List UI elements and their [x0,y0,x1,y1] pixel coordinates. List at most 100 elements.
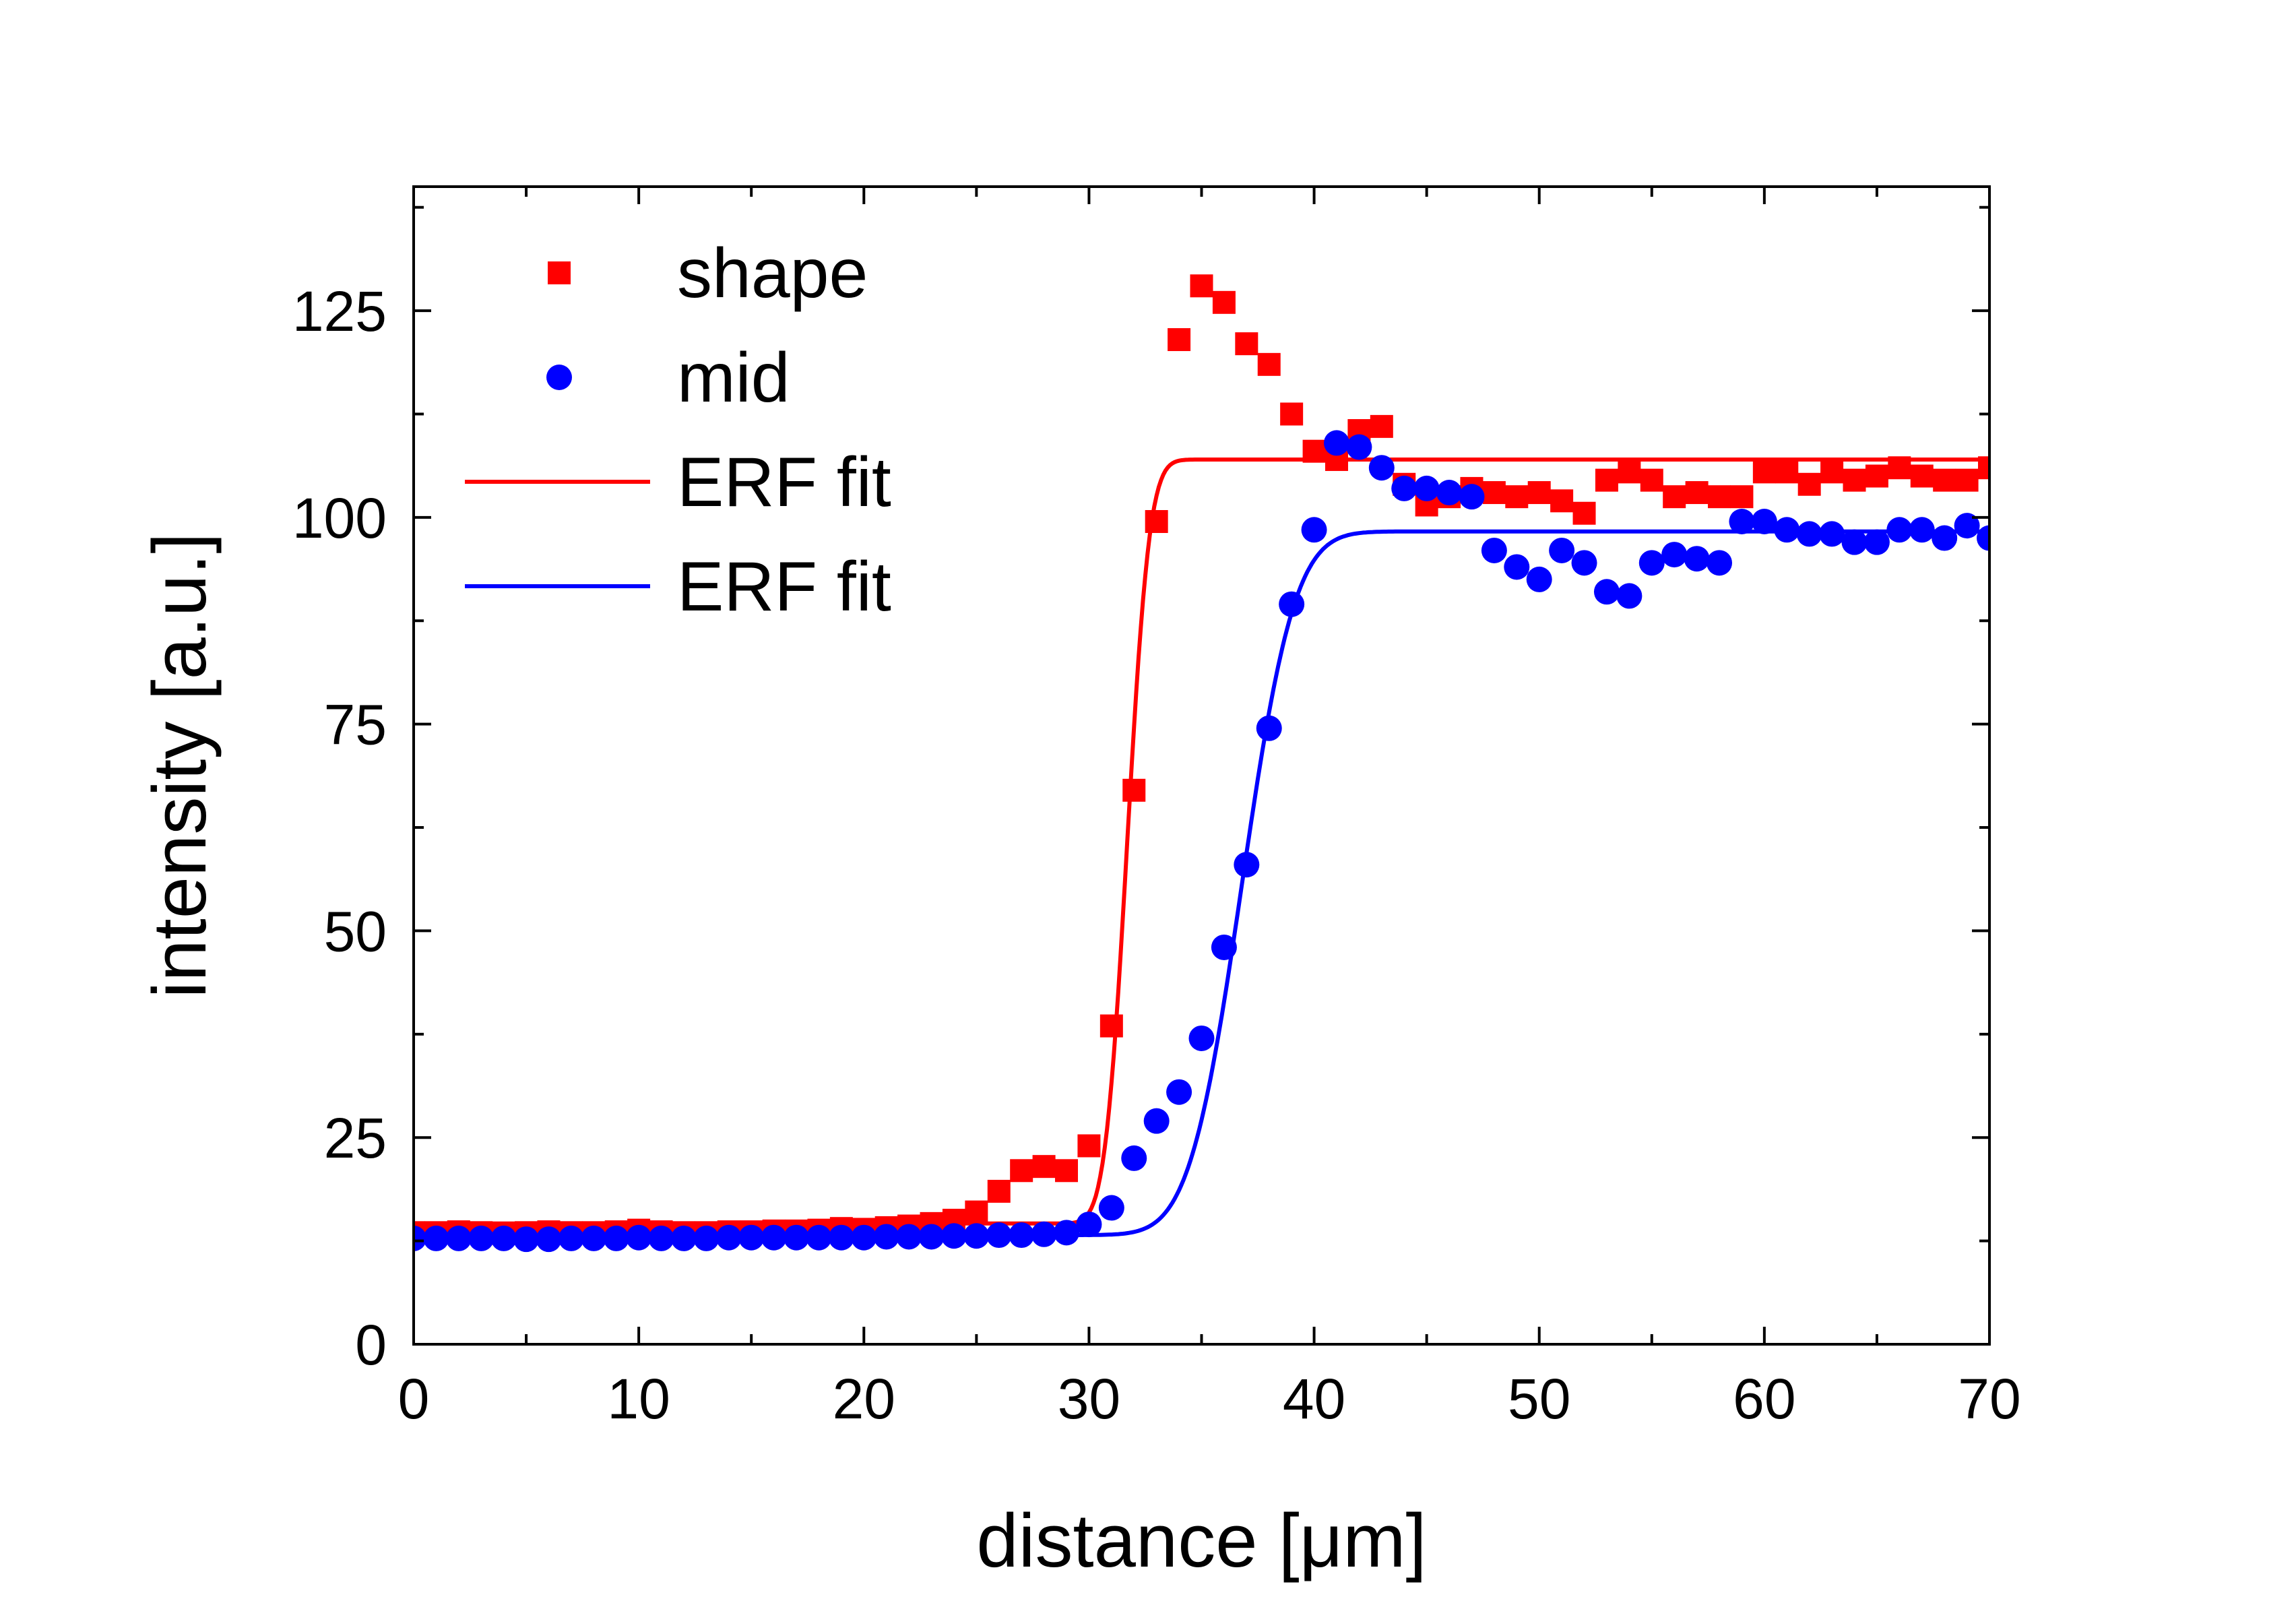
mid-point [536,1226,562,1253]
mid-point [1143,1108,1170,1134]
legend-item-1: mid [546,339,790,417]
legend-item-0: shape [548,234,868,313]
mid-point [1886,517,1913,543]
shape-point [1235,332,1258,356]
shape-point [1752,460,1776,484]
legend-label: ERF fit [677,548,891,626]
y-tick-label: 25 [324,1106,387,1170]
shape-point [1572,501,1596,525]
y-tick-label: 50 [324,900,387,963]
mid-point [1751,508,1777,534]
shape-point [1032,1155,1056,1178]
mid-point [1796,521,1822,547]
x-tick-label: 60 [1733,1367,1795,1431]
shape-point [1550,489,1574,513]
mid-point [1593,579,1620,605]
mid-point [1954,513,1980,539]
x-tick-label: 0 [398,1367,430,1431]
shape-point [1505,485,1529,509]
mid-point [1909,517,1935,543]
legend-item-2: ERF fit [465,443,891,522]
shape-point [1663,485,1686,509]
mid-point [715,1224,742,1251]
shape-point [1168,328,1191,352]
x-tick-label: 20 [833,1367,895,1431]
mid-point [963,1223,990,1249]
mid-point [851,1224,877,1251]
shape-point [1978,456,1989,480]
mid-point [1661,542,1688,568]
mid-point [784,1224,810,1251]
shape-point [1190,274,1213,298]
mid-point [1707,550,1733,576]
legend-item-3: ERF fit [465,548,891,626]
shape-point [1010,1159,1033,1183]
shape-point [1933,468,1956,492]
mid-point [1616,583,1643,609]
shape-point [1820,460,1844,484]
shape-point [1212,290,1236,314]
shape-point [1888,456,1911,480]
mid-point [1009,1222,1035,1249]
mid-point [1076,1212,1102,1238]
mid-point [896,1224,922,1250]
mid-point [1863,529,1890,555]
shape-point [1797,472,1821,496]
mid-point [513,1226,540,1253]
legend: shape mid ERF fit ERF fit [465,234,891,626]
mid-point [986,1222,1012,1249]
y-tick-label: 0 [355,1313,387,1377]
shape-point [1527,481,1551,505]
mid-point [1729,508,1755,534]
mid-point [1819,521,1845,547]
shape-point [1775,460,1799,484]
mid-point [1166,1079,1192,1105]
x-tick-label: 10 [607,1367,670,1431]
y-tick-label: 100 [292,486,387,550]
mid-point [1188,1025,1215,1051]
shape-point [1280,402,1304,426]
mid-point [1413,475,1440,501]
shape-point [1910,464,1934,488]
series-layer [414,274,1989,1253]
mid-point [693,1225,720,1251]
x-tick-label: 50 [1508,1367,1570,1431]
shape-point [1618,460,1641,484]
mid-point [1234,852,1260,878]
series-mid [414,430,1989,1253]
mid-point [670,1225,697,1251]
mid-point [1526,566,1552,592]
mid-point [1346,434,1372,460]
mid-point [918,1224,945,1250]
mid-point [761,1224,787,1251]
shape-point [987,1179,1011,1203]
mid-point [423,1225,449,1251]
mid-point [940,1223,967,1249]
mid-point [738,1224,765,1251]
shape-point [1099,1014,1123,1038]
shape-point [1122,778,1146,802]
mid-point [1323,430,1349,456]
legend-square-swatch [548,261,571,284]
mid-point [1436,480,1463,506]
shape-point [1685,481,1709,505]
shape-point [1302,439,1326,463]
mid-point [1256,715,1282,741]
legend-label: shape [677,234,868,313]
mid-point [1549,537,1575,563]
mid-point [1368,455,1395,481]
y-tick-label: 125 [292,280,387,343]
mid-point [1459,484,1485,510]
mid-point [626,1224,652,1251]
shape-point [1482,481,1506,505]
x-tick-label: 40 [1283,1367,1345,1431]
mid-point [1571,550,1597,576]
mid-point [1977,525,1989,551]
mid-point [1279,591,1305,617]
shape-point [1145,509,1168,533]
shape-point [1595,468,1618,492]
shape-point [1077,1134,1101,1158]
mid-point [1121,1145,1147,1171]
